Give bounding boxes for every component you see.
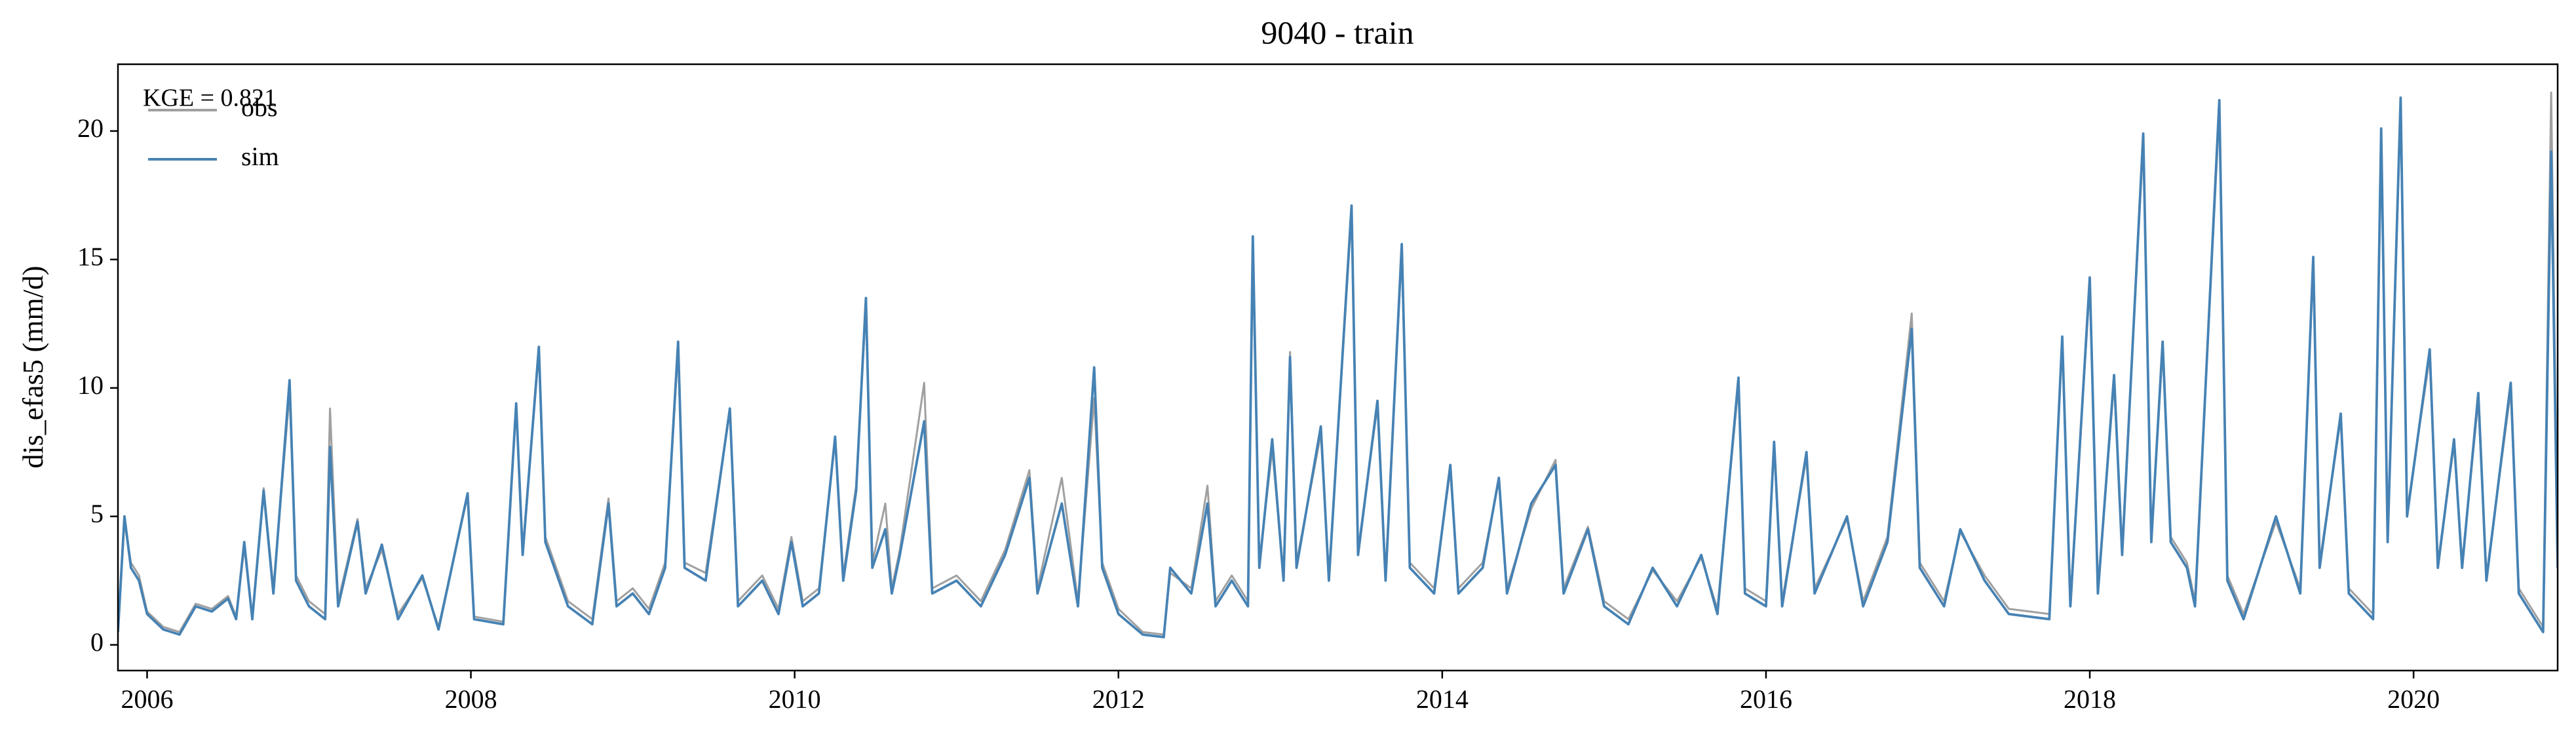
legend-label: sim	[241, 142, 279, 171]
x-tick-label: 2006	[121, 684, 173, 714]
x-tick-label: 2010	[769, 684, 821, 714]
annotation: KGE = 0.821	[143, 85, 277, 112]
x-tick-label: 2008	[445, 684, 497, 714]
x-tick-label: 2012	[1092, 684, 1145, 714]
y-tick-label: 15	[77, 242, 104, 271]
x-tick-label: 2016	[1740, 684, 1792, 714]
plot-frame	[117, 63, 2559, 672]
y-tick-label: 20	[77, 113, 104, 143]
y-tick-label: 0	[90, 627, 104, 657]
y-tick-label: 5	[90, 499, 104, 528]
x-tick-label: 2014	[1416, 684, 1469, 714]
x-tick-label: 2020	[2387, 684, 2440, 714]
x-tick-label: 2018	[2064, 684, 2116, 714]
y-tick-label: 10	[77, 370, 104, 400]
legend-label: obs	[241, 92, 278, 122]
chart-title: 9040 - train	[1261, 14, 1413, 50]
series-line	[118, 96, 2558, 638]
y-axis-label: dis_efas5 (mm/d)	[17, 265, 49, 468]
